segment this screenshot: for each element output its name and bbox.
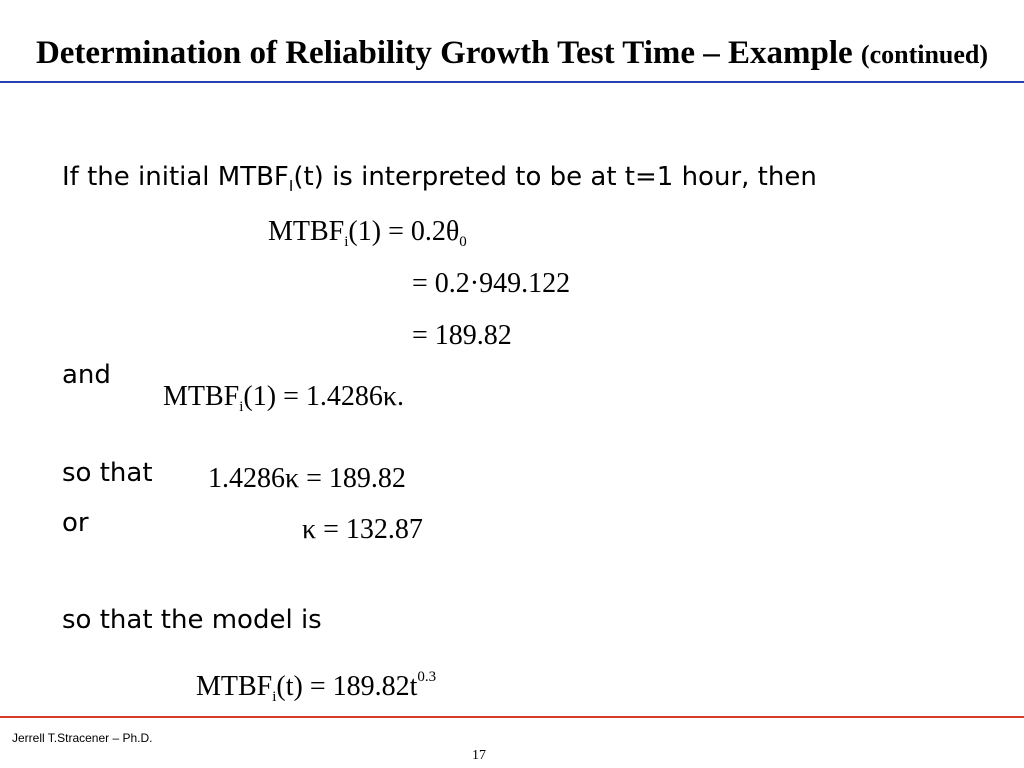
equation-kappa-product: 1.4286κ = 189.82 xyxy=(208,463,406,494)
footer-divider xyxy=(0,716,1024,718)
page-number: 17 xyxy=(472,748,486,763)
intro-text: If the initial MTBFI(t) is interpreted t… xyxy=(62,162,817,195)
footer-author: Jerrell T.Stracener – Ph.D. xyxy=(12,731,153,745)
equation-mtbf-1: MTBFi(1) = 0.2θ0 xyxy=(268,216,467,251)
or-label: or xyxy=(62,508,89,538)
slide-title-main: Determination of Reliability Growth Test… xyxy=(35,35,853,71)
equation-mtbf-kappa: MTBFi(1) = 1.4286κ. xyxy=(163,381,404,416)
equation-step-3: = 189.82 xyxy=(412,320,512,351)
equation-model-sub: i xyxy=(272,689,277,705)
equation-mtbf-1-lhs: MTBF xyxy=(268,216,345,247)
equation-model-exponent: 0.3 xyxy=(417,669,437,685)
equation-mtbf-kappa-rest: (1) = 1.4286κ. xyxy=(243,381,404,412)
equation-mtbf-kappa-sub: i xyxy=(239,399,244,415)
equation-step-2: = 0.2·949.122 xyxy=(412,268,571,299)
equation-mtbf-1-sub2: 0 xyxy=(459,234,467,250)
model-label: so that the model is xyxy=(62,605,322,635)
intro-text-post: (t) is interpreted to be at t=1 hour, th… xyxy=(293,162,817,192)
equation-kappa-value: κ = 132.87 xyxy=(302,514,423,545)
slide-title-suffix: (continued) xyxy=(860,40,989,69)
slide-title: Determination of Reliability Growth Test… xyxy=(0,28,1024,80)
title-divider xyxy=(0,81,1024,83)
equation-model: MTBFi(t) = 189.82t0.3 xyxy=(196,669,436,706)
and-label: and xyxy=(62,360,111,390)
equation-model-lhs: MTBF xyxy=(196,671,273,702)
equation-model-rest: (t) = 189.82t xyxy=(276,671,418,702)
intro-text-sub: I xyxy=(288,177,294,195)
equation-mtbf-1-sub: i xyxy=(344,234,349,250)
equation-mtbf-kappa-lhs: MTBF xyxy=(163,381,240,412)
so-that-label: so that xyxy=(62,458,153,488)
equation-mtbf-1-rest: (1) = 0.2θ xyxy=(348,216,460,247)
intro-text-pre: If the initial MTBF xyxy=(62,162,289,192)
